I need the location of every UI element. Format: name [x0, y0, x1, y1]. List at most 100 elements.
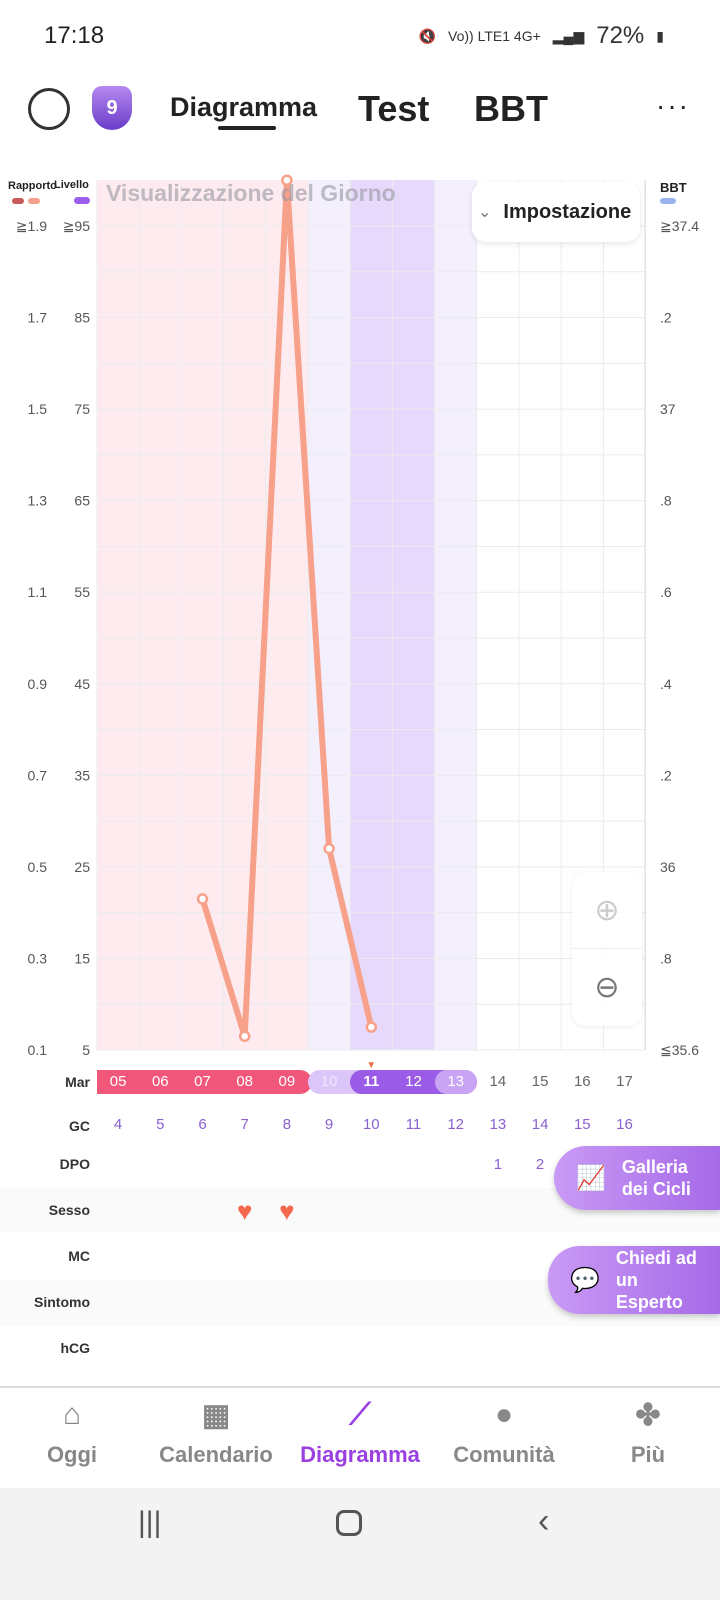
nav-label: Comunità — [453, 1442, 555, 1467]
gc-cell: 14 — [531, 1116, 549, 1133]
recent-apps-icon[interactable]: ||| — [138, 1506, 162, 1539]
ratio-tick: 0.9 — [28, 676, 48, 692]
bbt-tick: ≧37.4 — [660, 218, 699, 234]
date-cell[interactable]: 08 — [236, 1073, 254, 1090]
data-point — [323, 842, 335, 855]
dpo-cell: 2 — [535, 1156, 545, 1173]
bbt-tick: .8 — [660, 493, 672, 509]
nav-label: Oggi — [46, 1442, 98, 1467]
level-tick: 5 — [82, 1042, 90, 1058]
zoom-in-icon[interactable]: ⊕ — [572, 872, 642, 949]
ask-expert-button[interactable]: 💬 Chiedi ad un Esperto — [548, 1246, 720, 1314]
date-cell[interactable]: 05 — [109, 1073, 127, 1090]
date-cell[interactable]: 17 — [616, 1073, 633, 1090]
settings-label: Impostazione — [503, 201, 632, 223]
network-label: Vo)) LTE1 4G+ — [448, 28, 541, 44]
settings-button[interactable]: ⌄ Impostazione — [472, 182, 640, 242]
bbt-label: BBT — [660, 180, 687, 195]
date-cell[interactable]: 12 — [405, 1073, 422, 1090]
home-icon[interactable] — [336, 1510, 362, 1536]
nav-icon: ● — [494, 1398, 514, 1431]
data-point — [365, 1021, 378, 1033]
ratio-tick: 0.5 — [28, 859, 48, 875]
today-marker-icon: ▼ — [366, 1060, 377, 1071]
level-tick: 55 — [74, 584, 90, 600]
nav-item-oggi[interactable]: ⌂ Oggi — [0, 1398, 144, 1468]
bbt-swatch — [660, 198, 676, 204]
signal-icon: ▂▄▆ — [552, 27, 585, 44]
bbt-tick: 37 — [660, 401, 676, 417]
clock: 17:18 — [44, 22, 105, 49]
system-nav: ||| ‹ — [0, 1488, 720, 1600]
heart-icon: ♥ — [236, 1196, 253, 1226]
level-tick: 75 — [74, 401, 90, 417]
expert-label: Chiedi ad un Esperto — [615, 1248, 697, 1312]
bbt-tick: .8 — [660, 950, 672, 966]
gc-cell: 15 — [573, 1116, 591, 1133]
nav-item-calendario[interactable]: ▦ Calendario — [144, 1398, 288, 1468]
back-icon[interactable]: ‹ — [538, 1502, 550, 1540]
date-cell[interactable]: 16 — [573, 1073, 591, 1090]
nav-item-comunità[interactable]: ● Comunità — [432, 1398, 576, 1468]
date-cell[interactable]: 10 — [320, 1073, 338, 1090]
chart[interactable]: ≧1.9 ≧95 ≧37.4 1.7 85 .2 1.5 75 37 1.3 65 .8 1.1 55 .6… — [0, 170, 720, 1070]
nav-item-diagramma[interactable]: ⟋ Diagramma — [288, 1398, 432, 1468]
bbt-tick: .4 — [660, 676, 672, 692]
ratio-tick: 0.3 — [28, 950, 48, 966]
tab-diagramma[interactable]: Diagramma — [170, 92, 318, 122]
level-tick: 25 — [74, 859, 90, 875]
level-tick: 65 — [74, 493, 90, 509]
dpo-cell: 1 — [493, 1156, 503, 1173]
chart-title: Visualizzazione del Giorno — [106, 180, 396, 206]
date-cell[interactable]: 13 — [447, 1073, 465, 1090]
ratio-tick: 0.7 — [28, 767, 48, 783]
gc-cell: 7 — [240, 1116, 249, 1133]
data-point — [281, 174, 293, 186]
ratio-tick: ≧1.9 — [16, 218, 47, 234]
period-bar — [97, 1070, 312, 1094]
gc-cell: 6 — [198, 1116, 207, 1133]
gc-cell: 9 — [324, 1116, 334, 1133]
legend-ratio-swatch — [12, 198, 24, 204]
bbt-tick: .2 — [660, 310, 672, 326]
ratio-tick: 1.1 — [28, 584, 48, 600]
nav-item-più[interactable]: ✤ Più — [576, 1398, 720, 1468]
gc-cell: 8 — [282, 1116, 292, 1133]
date-cell[interactable]: 07 — [194, 1073, 211, 1090]
bbt-tick: .2 — [660, 767, 672, 783]
level-badge[interactable]: 9 — [92, 86, 132, 130]
legend-level-swatch — [74, 197, 90, 204]
legend-level: Livello — [54, 179, 89, 191]
date-cell[interactable]: 11 — [363, 1073, 380, 1090]
nav-label: Più — [630, 1442, 666, 1467]
date-cell[interactable]: 15 — [531, 1073, 549, 1090]
chevron-down-icon: ⌄ — [478, 204, 492, 221]
zoom-out-icon[interactable]: ⊖ — [594, 971, 620, 1004]
dpo-label: DPO — [59, 1156, 90, 1172]
legend-ratio: Rapporto — [8, 180, 57, 192]
tab-bbt[interactable]: BBT — [474, 88, 548, 129]
gallery-icon: 📈 — [576, 1164, 606, 1192]
profile-icon[interactable] — [28, 88, 70, 130]
cycle-gallery-button[interactable]: 📈 Galleria dei Cicli — [554, 1146, 720, 1210]
date-cell[interactable]: 09 — [278, 1073, 296, 1090]
level-tick: 45 — [74, 676, 90, 692]
nav-icon: ⌂ — [62, 1398, 82, 1431]
nav-icon: ⟋ — [349, 1398, 371, 1431]
date-cell[interactable]: 14 — [489, 1073, 507, 1090]
data-point — [238, 1030, 251, 1043]
more-icon[interactable]: ··· — [656, 90, 690, 121]
date-cell[interactable]: 06 — [151, 1073, 169, 1090]
fertile-end-bar — [434, 1070, 477, 1094]
status-bar: 17:18 🔇 Vo)) LTE1 4G+ ▂▄▆ 72% ▮ — [0, 0, 720, 70]
ratio-tick: 1.3 — [28, 493, 48, 509]
month-label: Mar — [65, 1074, 90, 1090]
level-tick: 15 — [74, 950, 90, 966]
battery-icon: ▮ — [656, 27, 664, 44]
gallery-label: Galleria dei Cicli — [621, 1157, 691, 1199]
gc-cell: 13 — [489, 1116, 507, 1133]
tab-test[interactable]: Test — [358, 88, 430, 129]
data-point — [196, 893, 209, 905]
sintomo-label: Sintomo — [34, 1294, 90, 1310]
gc-cell: 12 — [447, 1116, 465, 1133]
